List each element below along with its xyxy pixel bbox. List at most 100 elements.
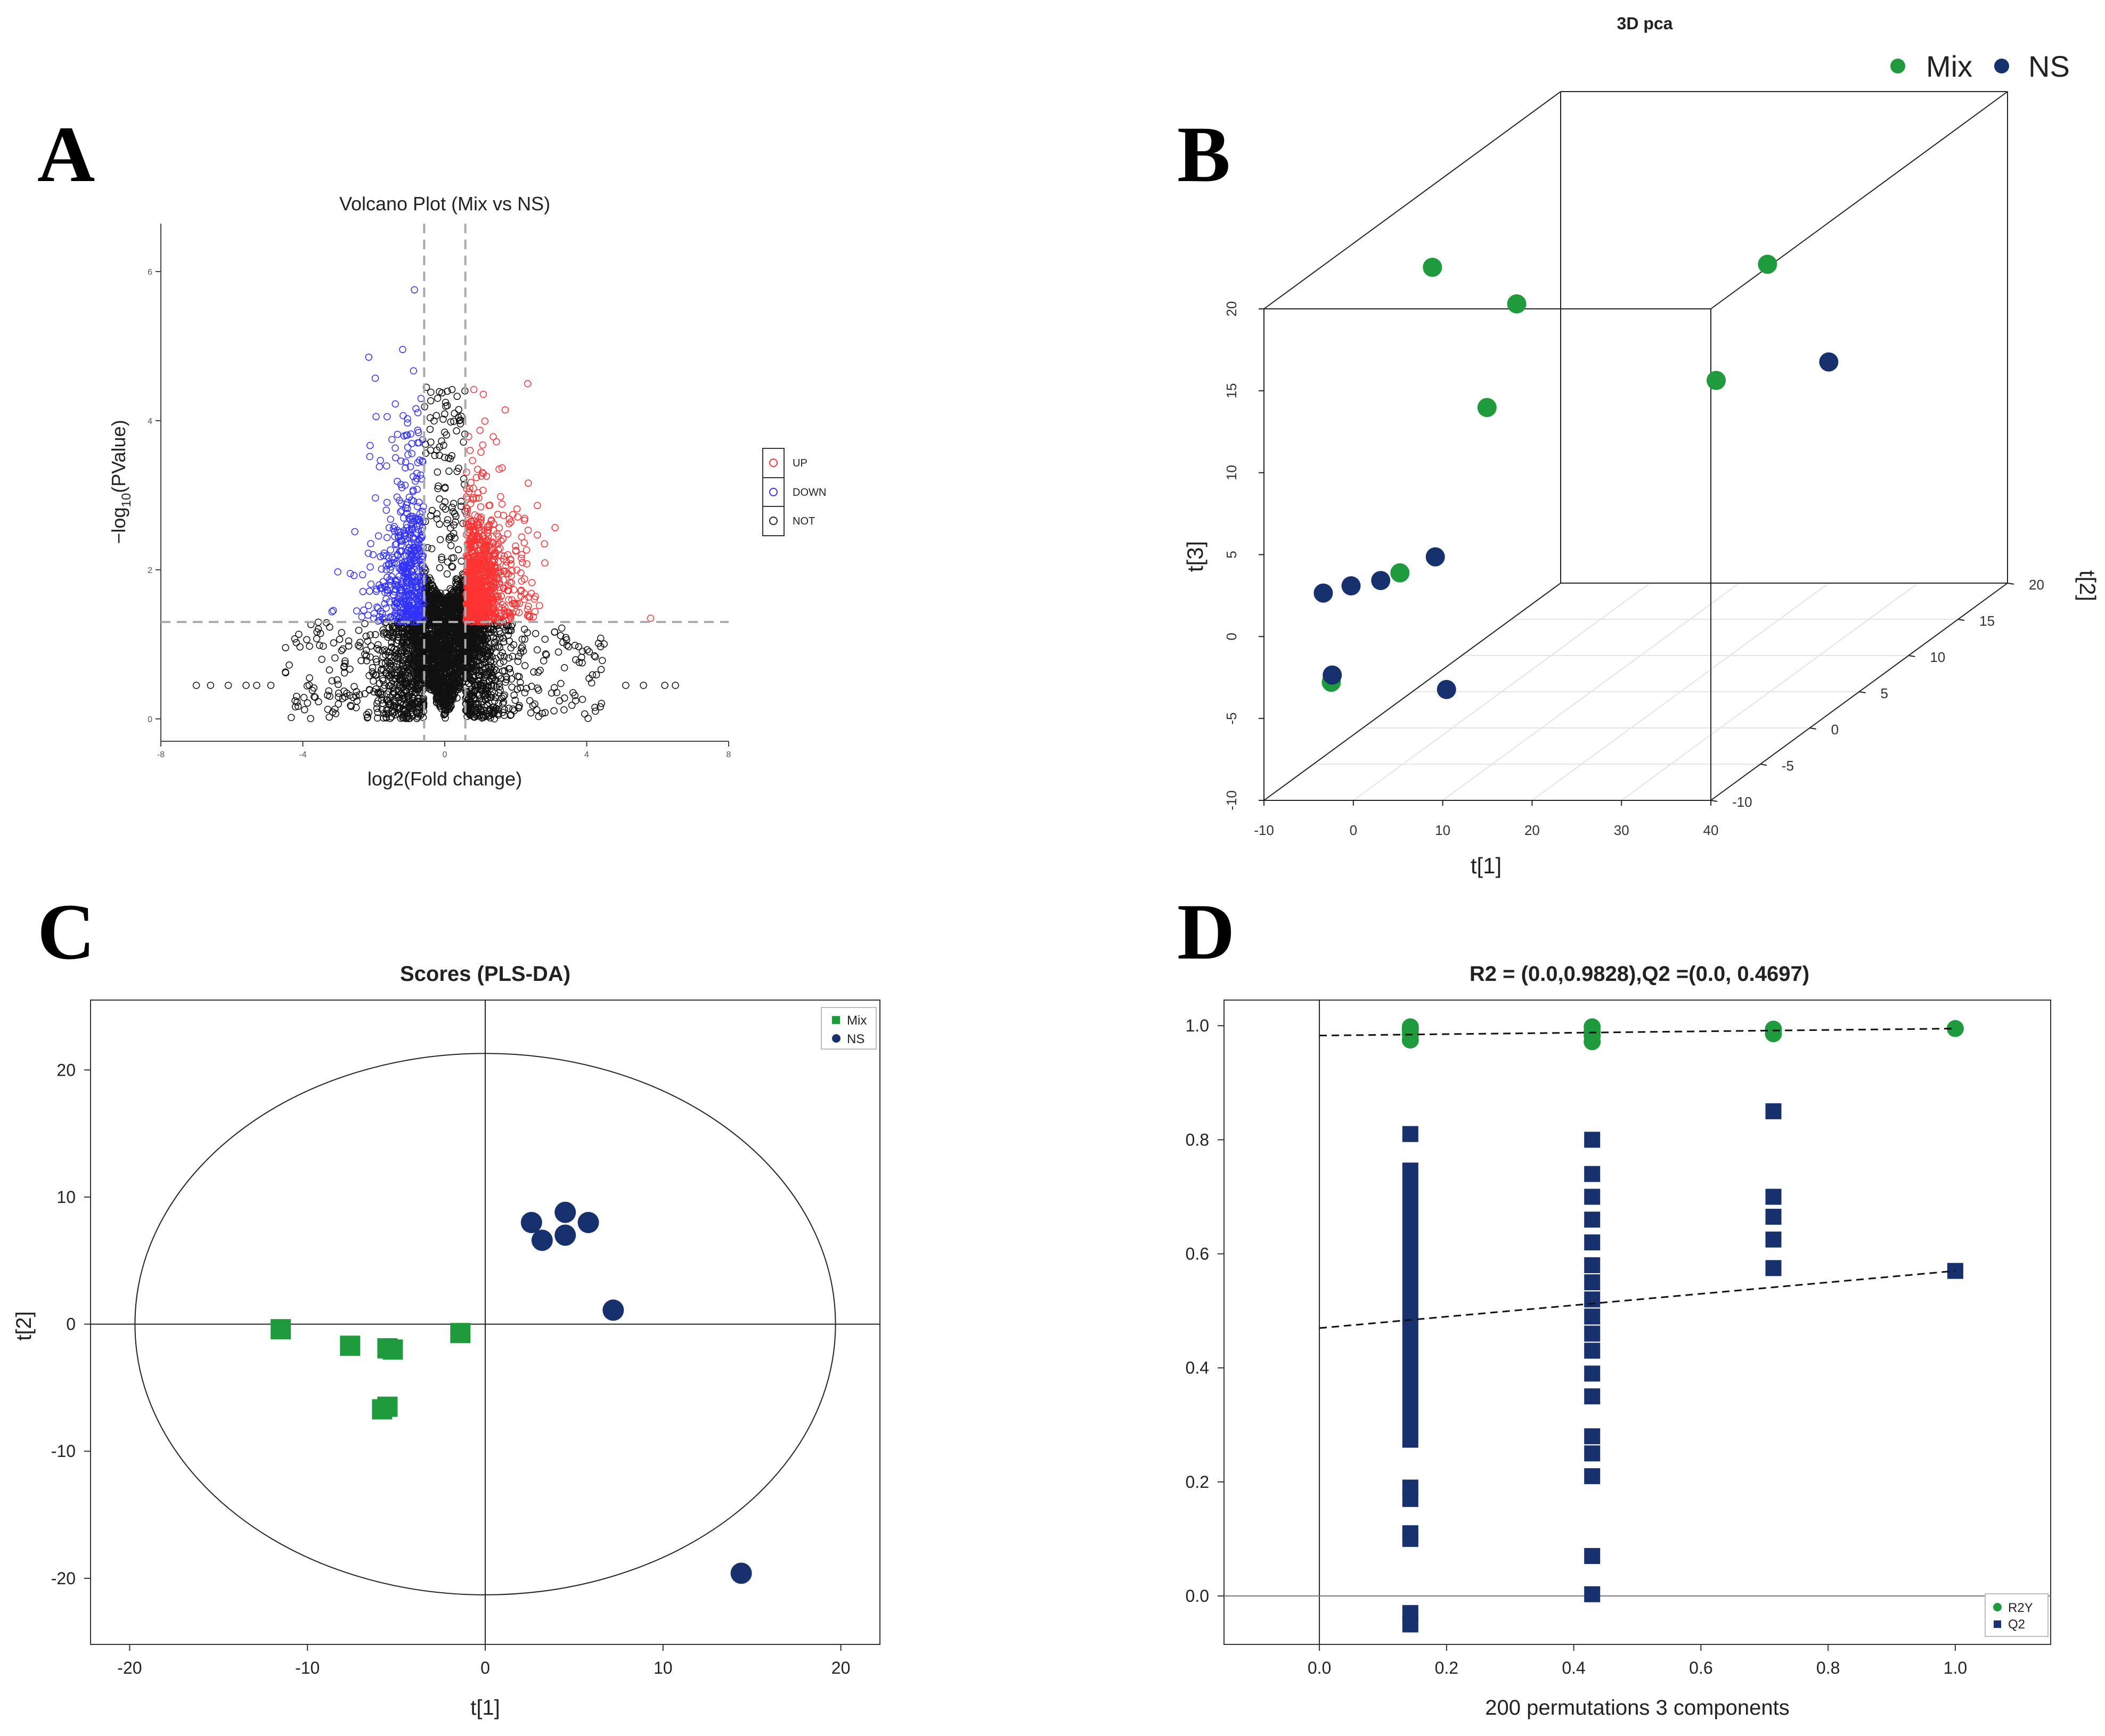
volcano-point-not <box>428 545 436 553</box>
volcano-point-up <box>513 505 521 513</box>
volcano-point-not <box>391 623 398 630</box>
volcano-point-not <box>436 683 444 691</box>
plsda-x-tick-label: 0 <box>480 1658 490 1677</box>
volcano-point-not <box>373 645 381 652</box>
pca3d-box-edge <box>1263 583 1561 801</box>
volcano-point-not <box>426 425 434 433</box>
volcano-point-not <box>365 686 373 693</box>
volcano-point-not <box>380 710 388 717</box>
volcano-point-down <box>413 553 421 561</box>
legend-not-label: NOT <box>793 515 815 527</box>
volcano-point-not <box>352 704 360 711</box>
volcano-point-not <box>365 709 373 716</box>
volcano-point-not <box>373 658 380 666</box>
volcano-point-down <box>391 541 399 548</box>
volcano-point-not <box>444 702 452 710</box>
volcano-point-not <box>455 578 462 586</box>
volcano-point-not <box>378 659 386 667</box>
volcano-point-not <box>476 629 483 637</box>
volcano-point-not <box>429 582 436 589</box>
volcano-point-not <box>332 710 340 717</box>
volcano-point-not <box>390 645 398 653</box>
volcano-point-not <box>496 686 504 694</box>
volcano-point-not <box>572 697 580 705</box>
volcano-point-down <box>407 430 414 438</box>
volcano-point-up <box>515 609 523 616</box>
volcano-point-not <box>369 664 377 672</box>
volcano-point-down <box>330 607 337 615</box>
volcano-point-not <box>409 620 417 628</box>
volcano-point-not <box>318 656 325 663</box>
volcano-point-down <box>391 577 399 584</box>
volcano-point-not <box>500 698 508 706</box>
volcano-point-not <box>341 657 349 665</box>
volcano-point-up <box>476 427 484 434</box>
volcano-point-not <box>487 626 495 634</box>
volcano-point-not <box>509 705 517 713</box>
volcano-point-down <box>391 454 399 462</box>
volcano-point-down <box>404 419 411 427</box>
volcano-point-not <box>361 620 369 627</box>
volcano-point-not <box>331 705 339 713</box>
volcano-point-down <box>395 533 403 541</box>
volcano-point-down <box>346 570 354 577</box>
volcano-point-not <box>431 636 439 644</box>
volcano-point-not <box>484 635 492 642</box>
volcano-point-down <box>350 571 358 579</box>
volcano-point-down <box>415 551 422 559</box>
volcano-point-not <box>411 669 419 676</box>
volcano-point-not <box>521 635 528 643</box>
volcano-point-not <box>672 682 679 689</box>
volcano-point-up <box>525 612 533 620</box>
permutation-legend-q2-marker <box>1994 1620 2001 1628</box>
volcano-point-not <box>441 498 449 506</box>
volcano-point-down <box>409 591 417 599</box>
volcano-point-down <box>398 506 406 514</box>
volcano-point-down <box>391 609 399 617</box>
volcano-point-not <box>413 710 421 718</box>
volcano-point-not <box>438 556 446 563</box>
volcano-point-not <box>364 637 372 645</box>
volcano-point-up <box>525 479 532 487</box>
volcano-point-not <box>504 627 512 635</box>
volcano-point-not <box>475 638 483 645</box>
volcano-point-not <box>435 643 443 650</box>
volcano-point-not <box>402 700 410 707</box>
volcano-x-tick-label: 0 <box>443 750 447 759</box>
plsda-points <box>271 1201 752 1584</box>
pca3d-point-mix <box>1423 258 1442 277</box>
legend-not-marker <box>769 517 778 525</box>
volcano-point-down <box>403 604 411 612</box>
volcano-point-down <box>408 523 416 530</box>
permutation-q2-point <box>1402 1616 1418 1633</box>
pca3d-point-mix <box>1477 398 1497 417</box>
permutation-x-tick-label: 0.2 <box>1435 1658 1458 1677</box>
volcano-point-not <box>487 628 495 636</box>
volcano-point-not <box>341 660 349 667</box>
volcano-point-down <box>403 431 411 439</box>
volcano-point-not <box>445 677 452 685</box>
volcano-point-not <box>530 668 537 676</box>
pca3d-y-tick <box>1859 691 1866 693</box>
volcano-point-down <box>393 540 401 547</box>
volcano-point-down <box>405 493 413 501</box>
volcano-point-up <box>467 500 475 507</box>
volcano-point-not <box>517 678 524 686</box>
volcano-point-not <box>443 570 451 578</box>
volcano-point-not <box>427 634 435 642</box>
permutation-x-label: 200 permutations 3 components <box>1485 1696 1789 1719</box>
volcano-point-up <box>482 605 490 613</box>
volcano-point-not <box>435 594 443 602</box>
volcano-point-not <box>488 663 495 671</box>
volcano-point-not <box>477 625 484 633</box>
volcano-point-not <box>436 607 444 615</box>
volcano-point-not <box>453 468 461 475</box>
volcano-point-up <box>491 557 498 564</box>
volcano-point-down <box>414 459 422 466</box>
volcano-point-not <box>436 388 443 396</box>
volcano-point-up <box>471 580 478 588</box>
volcano-point-not <box>542 650 550 658</box>
volcano-point-up <box>501 603 509 611</box>
volcano-point-not <box>592 707 599 715</box>
